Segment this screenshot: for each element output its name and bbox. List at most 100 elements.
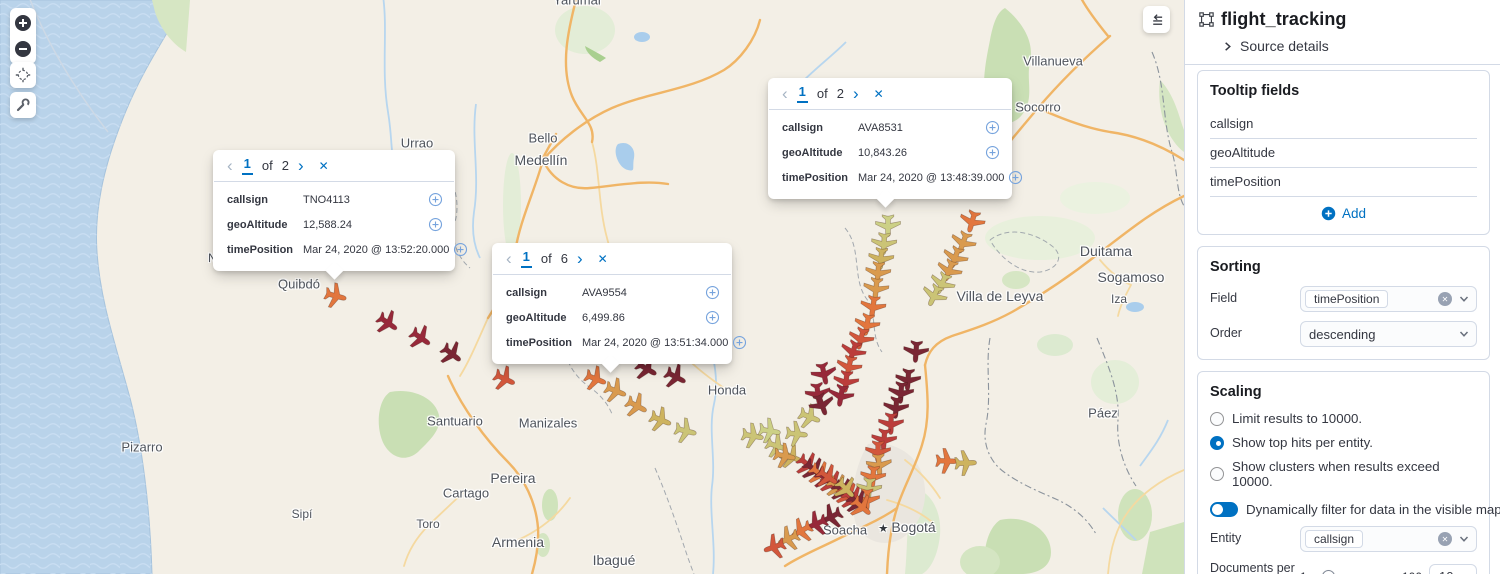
radio-button[interactable] [1210,411,1224,426]
plane-marker[interactable] [846,491,878,523]
radio-button[interactable] [1210,435,1224,450]
plane-marker[interactable] [825,380,857,412]
plane-marker[interactable] [489,363,521,395]
map-tooltip: ‹ 1 of 6 › ✕ callsign AVA9554 geoAltitude 6,499.8… [492,243,747,373]
clear-selection-icon[interactable]: ✕ [1438,532,1452,546]
plane-marker[interactable] [808,358,840,390]
plane-marker[interactable] [737,420,769,452]
plane-marker[interactable] [436,338,468,370]
plane-marker[interactable] [754,415,786,447]
zoom-out-button[interactable] [10,36,36,62]
next-page-icon[interactable]: › [297,156,304,175]
filter-plus-icon[interactable] [428,192,443,207]
plane-marker[interactable] [900,336,932,368]
plane-marker[interactable] [781,418,813,450]
plane-marker[interactable] [405,322,437,354]
tooltip-field-item[interactable]: timePosition [1210,168,1477,197]
scaling-option: Show top hits per entity. [1210,435,1477,450]
next-page-icon[interactable]: › [852,84,859,103]
plane-marker[interactable] [806,389,838,421]
previous-page-icon[interactable]: ‹ [227,156,233,175]
current-page-number: 1 [796,84,808,103]
page-of-label: of [261,158,273,173]
plus-in-circle-icon [1321,206,1336,221]
plane-marker[interactable] [320,280,352,312]
map-canvas[interactable]: Yarumal Villanueva Socorro Urrao Bello Medell… [0,0,1184,574]
filter-plus-icon[interactable] [453,242,468,257]
filter-plus-icon[interactable] [732,335,747,350]
tooltip-field-label: geoAltitude [782,146,843,159]
plane-marker[interactable] [794,401,826,433]
tooltip-field-label: timePosition [782,171,849,184]
scaling-option-label: Show top hits per entity. [1232,435,1373,450]
docs-per-entity-input[interactable] [1429,563,1477,574]
sort-order-label: Order [1210,326,1242,341]
tooltip-close-icon[interactable]: ✕ [318,158,329,173]
tools-button[interactable] [10,92,36,118]
total-pages: 2 [281,158,289,173]
plane-marker[interactable] [863,449,895,481]
filter-plus-icon[interactable] [705,310,720,325]
zoom-in-button[interactable] [10,10,36,36]
entity-combobox[interactable]: callsign ✕ [1300,526,1477,552]
previous-page-icon[interactable]: ‹ [506,249,512,268]
sort-field-combobox[interactable]: timePosition ✕ [1300,286,1477,312]
set-view-button[interactable] [10,62,36,88]
vector-layer-icon [1199,12,1214,27]
plane-marker[interactable] [812,461,844,493]
plane-marker[interactable] [950,447,982,479]
plane-marker[interactable] [875,408,907,440]
scaling-option-label: Limit results to 10000. [1232,411,1363,426]
plane-marker[interactable] [956,206,988,238]
source-details-toggle[interactable]: Source details [1222,38,1484,54]
tooltip-field-value: 6,499.86 [582,311,625,324]
current-page-number: 1 [241,156,253,175]
clear-selection-icon[interactable]: ✕ [1438,292,1452,306]
plane-marker[interactable] [621,390,653,422]
set-view-control [10,62,36,88]
plane-marker[interactable] [892,364,924,396]
plane-marker[interactable] [758,531,790,563]
collapse-panel-icon [1153,13,1163,25]
filter-plus-icon[interactable] [428,217,443,232]
tooltip-close-icon[interactable]: ✕ [597,251,608,266]
previous-page-icon[interactable]: ‹ [782,84,788,103]
slider-thumb[interactable] [1321,569,1335,574]
scaling-option: Limit results to 10000. [1210,411,1477,426]
radio-button[interactable] [1210,467,1224,481]
tooltip-field-value: Mar 24, 2020 @ 13:52:20.000 [303,243,450,256]
plane-marker[interactable] [769,440,801,472]
plane-marker[interactable] [645,404,677,436]
dynamic-filter-toggle[interactable] [1210,502,1238,517]
page-of-label: of [540,251,552,266]
tooltip-field-value: Mar 24, 2020 @ 13:48:39.000 [858,171,1005,184]
filter-plus-icon[interactable] [985,145,1000,160]
plane-marker[interactable] [372,307,404,339]
plane-marker[interactable] [918,280,950,312]
add-field-button[interactable]: Add [1315,205,1372,222]
sort-order-select[interactable]: descending [1300,321,1477,347]
tooltip-close-icon[interactable]: ✕ [873,86,884,101]
next-page-icon[interactable]: › [576,249,583,268]
filter-plus-icon[interactable] [705,285,720,300]
filter-plus-icon[interactable] [985,120,1000,135]
collapse-panel-button[interactable] [1143,6,1170,33]
docs-per-entity-slider[interactable] [1314,569,1395,574]
chevron-down-icon [1459,296,1469,302]
tooltip-field-item[interactable]: geoAltitude [1210,139,1477,168]
tooltip-row: callsign AVA8531 [782,115,1000,140]
plane-marker[interactable] [600,375,632,407]
filter-plus-icon[interactable] [1008,170,1023,185]
minus-circle-filled-icon [15,41,31,57]
plane-marker[interactable] [670,415,702,447]
plane-marker[interactable] [580,363,612,395]
plane-marker[interactable] [830,473,862,505]
scaling-option: Show clusters when results exceed 10000. [1210,459,1477,489]
sort-field-value-pill: timePosition [1305,290,1389,308]
plane-marker[interactable] [660,361,692,393]
tooltip-row: timePosition Mar 24, 2020 @ 13:52:20.000 [227,237,468,262]
chevron-right-icon [1225,41,1231,51]
tooltip-field-label: timePosition [506,336,573,349]
tooltip-field-item[interactable]: callsign [1210,110,1477,139]
tooltip-fields-title: Tooltip fields [1210,83,1300,99]
